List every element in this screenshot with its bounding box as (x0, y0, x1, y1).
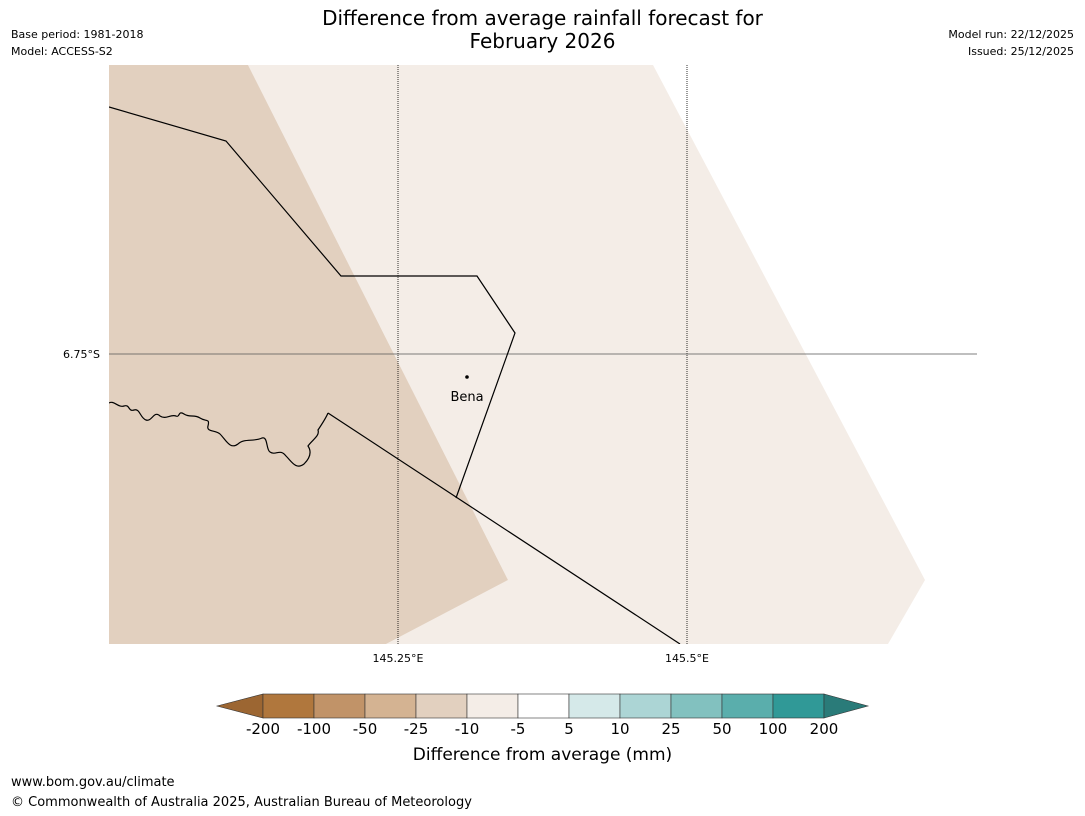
colorbar-extend-low (215, 693, 264, 719)
footer-url: www.bom.gov.au/climate (11, 775, 175, 790)
footer-copyright: © Commonwealth of Australia 2025, Austra… (11, 795, 472, 810)
base-period: Base period: 1981-2018 (11, 28, 144, 41)
colorbar-segment (466, 693, 519, 719)
longitude-label-145.25: 145.25°E (373, 652, 424, 665)
colorbar-tick-label: 5 (564, 720, 574, 738)
colorbar-tick-label: -25 (403, 720, 429, 738)
place-label-bena: Bena (450, 390, 483, 405)
model-name: Model: ACCESS-S2 (11, 45, 113, 58)
colorbar-tick-label: 100 (758, 720, 788, 738)
colorbar-segment (313, 693, 366, 719)
model-run: Model run: 22/12/2025 (948, 28, 1074, 41)
title-line-1: Difference from average rainfall forecas… (322, 6, 763, 30)
colorbar-segment (364, 693, 417, 719)
colorbar-tick-label: -5 (510, 720, 526, 738)
colorbar (215, 693, 870, 719)
issued-date: Issued: 25/12/2025 (967, 45, 1074, 58)
province-boundary (109, 106, 516, 499)
colorbar-ticks: -200 -100 -50 -25 -10 -5 5 10 25 50 100 200 (0, 720, 1085, 740)
longitude-label-145.5: 145.5°E (665, 652, 709, 665)
colorbar-segment (721, 693, 774, 719)
colorbar-title: Difference from average (mm) (412, 745, 673, 765)
colorbar-tick-label: -50 (352, 720, 378, 738)
light-anomaly-zone (248, 65, 925, 644)
meta-left: Base period: 1981-2018 Model: ACCESS-S2 (11, 26, 143, 60)
colorbar-segment (670, 693, 723, 719)
river-boundary (109, 401, 329, 467)
bena-marker (465, 375, 469, 379)
colorbar-tick-label: -10 (454, 720, 480, 738)
colorbar-segment (415, 693, 468, 719)
colorbar-segment (517, 693, 570, 719)
colorbar-tick-label: 10 (610, 720, 630, 738)
latitude-label: 6.75°S (63, 348, 100, 361)
colorbar-segment (568, 693, 621, 719)
colorbar-extend-high (823, 693, 870, 719)
province-boundary-south (327, 412, 681, 644)
colorbar-tick-label: -100 (296, 720, 332, 738)
colorbar-tick-label: 25 (661, 720, 681, 738)
colorbar-tick-label: -200 (245, 720, 281, 738)
map-title: Difference from average rainfall forecas… (242, 7, 843, 53)
meta-right: Model run: 22/12/2025 Issued: 25/12/2025 (948, 26, 1074, 60)
dark-anomaly-zone (109, 65, 508, 644)
title-line-2: February 2026 (469, 29, 616, 53)
colorbar-segment (772, 693, 825, 719)
colorbar-segment (262, 693, 315, 719)
colorbar-tick-label: 200 (809, 720, 839, 738)
colorbar-segment (619, 693, 672, 719)
colorbar-tick-label: 50 (712, 720, 732, 738)
